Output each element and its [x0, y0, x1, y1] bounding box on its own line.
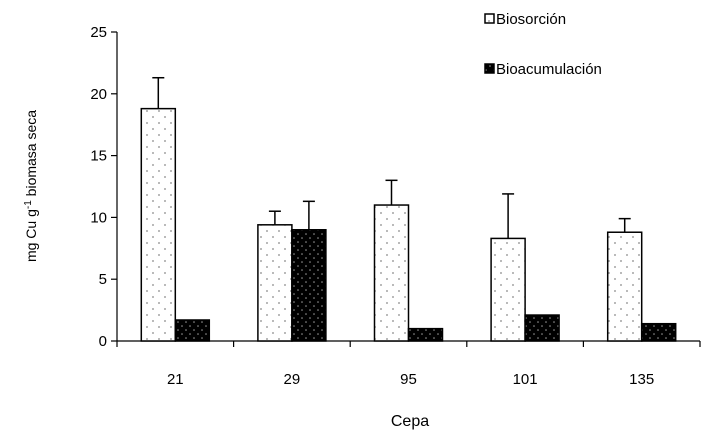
x-tick-label: 95 [400, 371, 417, 388]
y-tick-label: 20 [90, 86, 107, 103]
x-tick-label: 29 [284, 371, 301, 388]
bar-bioacumulacion-135 [640, 322, 677, 342]
x-tick-label: 101 [513, 371, 538, 388]
y-tick-label: 10 [90, 209, 107, 226]
bar-biosorcion-21 [140, 107, 177, 342]
x-tick-label: 135 [629, 371, 654, 388]
bar-biosorcion-29 [257, 224, 293, 342]
x-axis: 21 29 95 101 135 [116, 340, 701, 388]
bar-bioacumulacion-29 [291, 229, 327, 342]
bar-biosorcion-135 [606, 231, 643, 342]
y-tick-label: 15 [90, 148, 107, 165]
y-tick-label: 0 [99, 333, 107, 350]
bar-bioacumulacion-95 [407, 327, 444, 342]
x-tick-label: 21 [167, 371, 184, 388]
legend-swatch-bioacumulacion [484, 63, 495, 74]
legend-label-biosorcion: Biosorción [496, 11, 566, 28]
bar-bioacumulacion-21 [174, 319, 211, 342]
x-axis-label: Cepa [391, 413, 429, 430]
y-tick-label: 5 [99, 271, 107, 288]
bar-bioacumulacion-101 [524, 314, 560, 342]
legend-swatch-biosorcion [484, 13, 495, 24]
y-axis-label: mg Cu g-1 biomasa seca [23, 110, 40, 262]
legend: Biosorción Bioacumulación [484, 11, 602, 78]
legend-label-bioacumulacion: Bioacumulación [496, 61, 602, 78]
bar-biosorcion-101 [490, 237, 526, 342]
bar-biosorcion-95 [373, 204, 410, 342]
y-tick-label: 25 [90, 24, 107, 41]
y-axis: 0 5 10 15 20 25 [90, 24, 118, 350]
y-axis-label-exponent: -1 [23, 200, 34, 209]
